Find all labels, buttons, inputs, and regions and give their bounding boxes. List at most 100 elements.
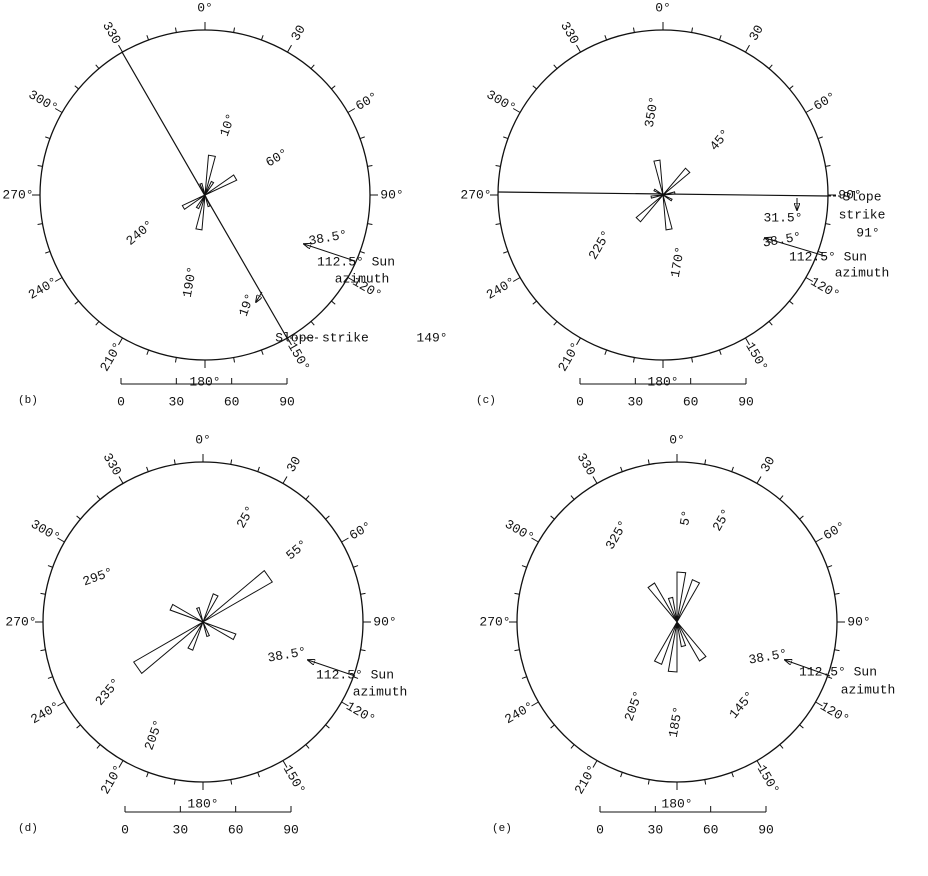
ring-tick — [550, 515, 555, 520]
ring-tick — [514, 592, 520, 595]
ring-label: 30 — [758, 454, 779, 475]
rose-petal — [181, 194, 206, 211]
rose-petal — [202, 621, 211, 638]
ring-tick — [353, 565, 359, 568]
rose-petal — [676, 621, 707, 662]
ring-tick — [230, 779, 233, 785]
ring-tick — [260, 349, 264, 355]
annotation: 45° — [707, 126, 734, 154]
annotation: 25° — [234, 503, 259, 531]
ring-tick — [718, 35, 722, 41]
ring-label: 60° — [811, 89, 839, 114]
rose-petal — [635, 194, 664, 223]
ring-tick — [257, 466, 260, 472]
ring-tick — [570, 744, 575, 749]
scale-label: 0 — [576, 394, 584, 409]
rose-petal — [653, 159, 664, 196]
ring-tick — [532, 85, 537, 90]
annotation: 235° — [92, 675, 124, 709]
ring-tick — [825, 164, 831, 167]
ring-label: 180° — [187, 796, 218, 811]
ring-tick — [620, 466, 623, 472]
rose-petal — [204, 154, 216, 196]
ring-tick — [287, 44, 292, 53]
ring-tick — [305, 495, 310, 500]
ring-tick — [745, 337, 750, 346]
sun-arrow — [304, 244, 356, 262]
annotation: 295° — [81, 565, 115, 590]
annotation: 185° — [666, 705, 686, 738]
ring-label: 60° — [353, 89, 381, 114]
dip-arrow — [256, 291, 263, 302]
ring-label: 180° — [189, 374, 220, 389]
ring-tick — [768, 321, 773, 326]
ring-tick — [287, 337, 292, 346]
annotation: 91° — [856, 225, 879, 240]
panel-label: (c) — [476, 395, 496, 407]
ring-tick — [57, 537, 65, 543]
ring-tick — [74, 85, 79, 90]
panel-label: (e) — [492, 823, 512, 835]
annotation: 205° — [622, 689, 647, 723]
ring-tick — [174, 357, 177, 363]
scale-label: 0 — [117, 394, 125, 409]
ring-tick — [96, 495, 101, 500]
ring-label: 0° — [655, 0, 671, 15]
ring-tick — [825, 223, 831, 226]
rose-petal — [199, 182, 206, 196]
ring-tick — [532, 300, 537, 305]
ring-tick — [789, 300, 794, 305]
ring-tick — [647, 459, 650, 465]
ring-label: 330 — [574, 450, 599, 478]
ring-label: 0° — [669, 432, 685, 447]
ring-tick — [592, 760, 598, 768]
ring-tick — [514, 649, 520, 652]
rose-petal — [195, 194, 206, 231]
ring-tick — [95, 64, 100, 69]
ring-tick — [367, 223, 373, 226]
ring-tick — [360, 592, 366, 595]
ring-tick — [704, 459, 707, 465]
ring-tick — [805, 108, 814, 113]
ring-tick — [704, 779, 707, 785]
ring-label: 120° — [343, 699, 378, 728]
rose-petal — [195, 606, 204, 623]
ring-tick — [512, 277, 521, 282]
ring-tick — [45, 250, 51, 254]
annotation: 170° — [668, 245, 688, 278]
ring-tick — [325, 724, 330, 729]
annotation: 225° — [586, 228, 615, 263]
ring-tick — [118, 337, 123, 346]
ring-tick — [691, 27, 694, 33]
ring-label: 210° — [572, 762, 601, 797]
rose-petal — [653, 621, 678, 665]
scale-label: 30 — [628, 394, 644, 409]
ring-tick — [310, 321, 315, 326]
annotation: 38.5° — [307, 227, 348, 249]
rose-petal — [647, 582, 678, 623]
annotation: 60° — [263, 146, 291, 171]
rose-petal — [662, 167, 691, 196]
ring-tick — [805, 277, 814, 282]
ring-tick — [632, 357, 635, 363]
ring-tick — [779, 744, 784, 749]
rose-petal — [202, 569, 274, 623]
annotation: 10° — [217, 111, 239, 138]
sun-arrow — [765, 238, 826, 257]
annotation: azimuth — [335, 271, 390, 286]
scale-label: 30 — [648, 822, 664, 837]
ring-tick — [118, 476, 124, 484]
ring-label: 150° — [754, 762, 783, 797]
ring-label: 210° — [555, 340, 584, 375]
ring-tick — [531, 701, 539, 707]
ring-tick — [521, 676, 527, 679]
ring-tick — [592, 476, 598, 484]
annotation: 25° — [710, 506, 735, 534]
ring-tick — [37, 223, 43, 226]
ring-tick — [173, 459, 176, 465]
ring-tick — [230, 459, 233, 465]
ring-tick — [367, 164, 373, 167]
annotation: 112.5° Sun — [789, 249, 867, 264]
annotation: Slope — [842, 189, 881, 204]
